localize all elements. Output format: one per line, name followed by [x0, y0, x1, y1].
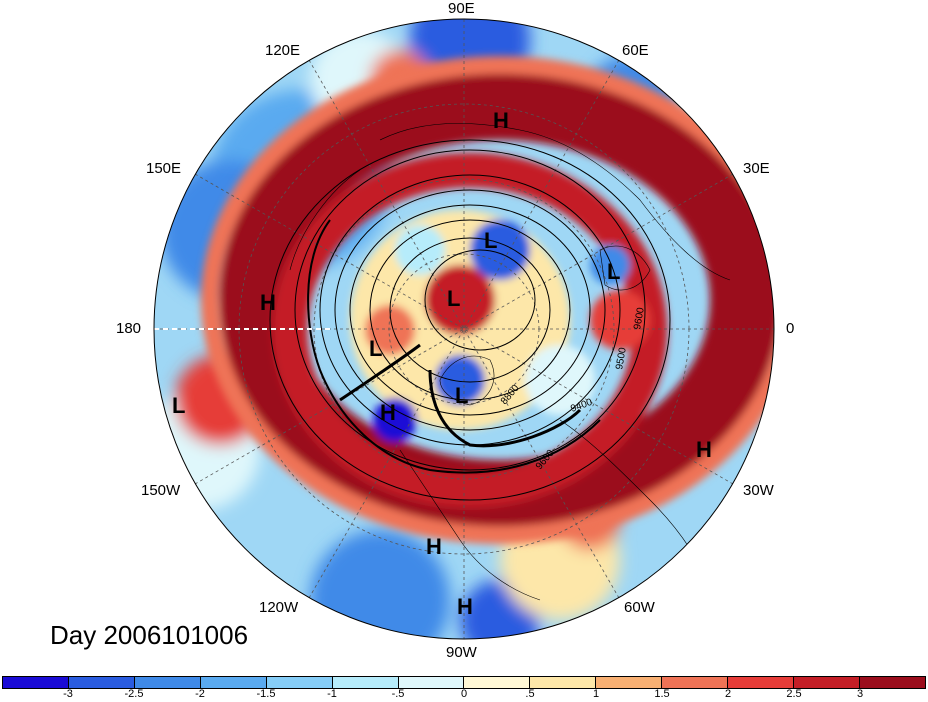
colorbar-tick-label: 1 — [592, 688, 600, 700]
colorbar-swatch — [266, 677, 333, 688]
contour-label: 9500 — [614, 346, 629, 370]
colorbar-tick-label: -2.5 — [124, 688, 144, 700]
colorbar-swatch — [596, 677, 663, 688]
field-ring-edge — [201, 56, 774, 544]
meridian — [308, 59, 620, 599]
height-contour — [339, 343, 421, 402]
colorbar-swatch — [68, 677, 135, 688]
colorbar-tick-label: 2.5 — [786, 688, 802, 700]
lon-label-30e: 30E — [743, 160, 770, 177]
field-blob — [435, 355, 485, 405]
meridian — [194, 173, 734, 485]
colorbar-tick-label: -.5 — [391, 688, 405, 700]
meridian — [194, 173, 734, 485]
lon-label-150e: 150E — [146, 160, 182, 177]
lon-label-180: 180 — [116, 320, 142, 337]
pressure-center-high: H — [426, 534, 442, 559]
lon-label-0: 0 — [786, 320, 795, 337]
colorbar-tick-label: 2 — [724, 688, 732, 700]
colorbar-swatch — [530, 677, 597, 688]
height-contour — [307, 219, 601, 474]
pressure-center-high: H — [493, 108, 509, 133]
height-contour — [424, 249, 536, 351]
pressure-center-low: L — [172, 393, 186, 418]
pressure-center-low: L — [484, 228, 498, 253]
pressure-center-high: H — [380, 400, 396, 425]
field-blob — [425, 265, 495, 335]
lon-label-150w: 150W — [141, 482, 181, 499]
height-contour — [349, 204, 591, 416]
coastline — [439, 355, 495, 406]
meridian — [308, 59, 620, 599]
colorbar-swatch — [662, 677, 729, 688]
latitude-circle — [313, 178, 615, 480]
colorbar-tick-label: -1.5 — [256, 688, 276, 700]
colorbar-swatch — [134, 677, 201, 688]
height-contour — [389, 237, 551, 383]
field-blob — [470, 220, 530, 280]
field-blob — [395, 225, 445, 275]
lon-label-30w: 30W — [743, 482, 774, 499]
contour-label: 9600 — [632, 306, 647, 330]
colorbar-tick-label: -2 — [195, 688, 205, 700]
pressure-center-high: H — [696, 437, 712, 462]
lon-label-90e: 90E — [448, 0, 475, 17]
pressure-center-high: H — [457, 594, 473, 619]
lon-label-120w: 120W — [259, 599, 299, 616]
field-blob — [373, 398, 417, 442]
height-contour — [428, 369, 582, 448]
colorbar-swatch — [332, 677, 399, 688]
height-contour — [369, 219, 571, 401]
pressure-center-low: L — [607, 259, 621, 284]
colorbar-swatch — [794, 677, 860, 688]
polar-map: 9600 9500 9400 8800 9600 — [153, 18, 775, 640]
field-blob — [365, 305, 415, 355]
coastline — [379, 123, 731, 281]
lon-label-60e: 60E — [622, 42, 649, 59]
lon-label-90w: 90W — [446, 644, 477, 661]
pressure-center-high: H — [260, 290, 276, 315]
coastline — [289, 169, 361, 271]
plot-title: Day 2006101006 — [50, 620, 249, 650]
colorbar-tick-label: -3 — [63, 688, 73, 700]
colorbar-tick-label: -1 — [327, 688, 337, 700]
pressure-center-low: L — [369, 336, 383, 361]
colorbar-swatch — [398, 677, 465, 688]
lon-label-120e: 120E — [265, 42, 301, 59]
pressure-center-low: L — [455, 383, 469, 408]
lon-label-60w: 60W — [624, 599, 655, 616]
height-contour — [334, 189, 606, 431]
colorbar-swatch — [3, 677, 69, 688]
colorbar-tick-label: 1.5 — [654, 688, 670, 700]
coastline — [599, 245, 651, 291]
colorbar-tick-label: 0 — [460, 688, 468, 700]
colorbar-tick-label: .5 — [525, 688, 535, 700]
colorbar-swatch — [464, 677, 531, 688]
coastline — [399, 449, 541, 601]
colorbar-swatch — [859, 677, 925, 688]
height-contour — [294, 149, 646, 471]
colorbar-swatch — [728, 677, 795, 688]
height-contour — [269, 139, 671, 501]
colorbar — [2, 676, 926, 689]
colorbar-swatch — [200, 677, 267, 688]
colorbar-tick-label: 3 — [856, 688, 864, 700]
pressure-center-low: L — [447, 286, 461, 311]
map-border — [153, 18, 775, 640]
field-blob — [590, 245, 630, 285]
